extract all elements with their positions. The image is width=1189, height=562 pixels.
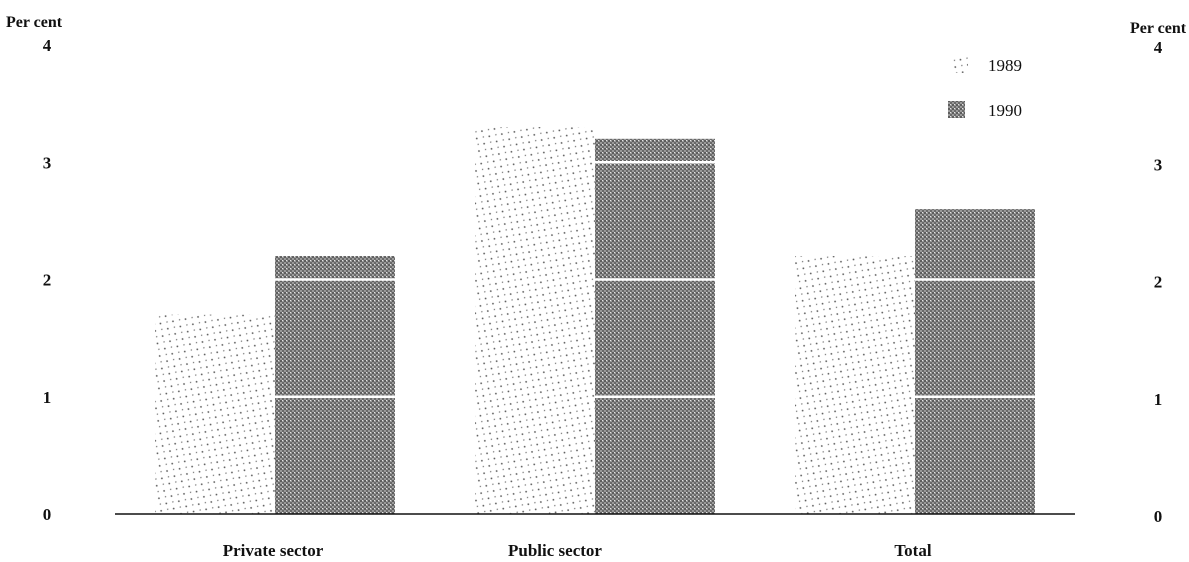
right-tick-label: 2	[1154, 273, 1163, 292]
right-axis-ticks: 0 1 2 3 4	[1154, 38, 1163, 526]
category-label: Private sector	[223, 541, 324, 560]
left-tick-label: 0	[43, 505, 52, 524]
left-tick-label: 2	[43, 271, 52, 290]
legend-label-1990: 1990	[988, 101, 1022, 120]
bar-1990-private-sector	[275, 256, 395, 514]
right-tick-label: 0	[1154, 507, 1163, 526]
right-tick-label: 3	[1154, 155, 1163, 174]
legend: 1989 1990	[948, 56, 1022, 120]
right-tick-label: 1	[1154, 390, 1163, 409]
bar-1989-public-sector	[475, 127, 595, 514]
legend-swatch-1989	[952, 57, 968, 73]
bar-1989-total	[795, 256, 915, 514]
left-axis-title: Per cent	[6, 14, 63, 31]
left-tick-label: 4	[43, 36, 52, 55]
left-axis-ticks: 0 1 2 3 4	[43, 36, 52, 524]
bar-1990-total	[915, 209, 1035, 514]
bar-1989-private-sector	[155, 314, 275, 514]
legend-swatch-1990	[948, 101, 965, 118]
legend-label-1989: 1989	[988, 56, 1022, 75]
legend-item-1990: 1990	[948, 101, 1022, 120]
category-label: Total	[894, 541, 931, 560]
category-label: Public sector	[508, 541, 602, 560]
left-tick-label: 3	[43, 153, 52, 172]
category-labels: Private sector Public sector Total	[223, 541, 932, 560]
bars-group	[155, 127, 1035, 515]
right-tick-label: 4	[1154, 38, 1163, 57]
left-tick-label: 1	[43, 388, 52, 407]
right-axis-title: Per cent	[1130, 20, 1187, 37]
legend-item-1989: 1989	[952, 56, 1022, 75]
bar-1990-public-sector	[595, 138, 715, 515]
